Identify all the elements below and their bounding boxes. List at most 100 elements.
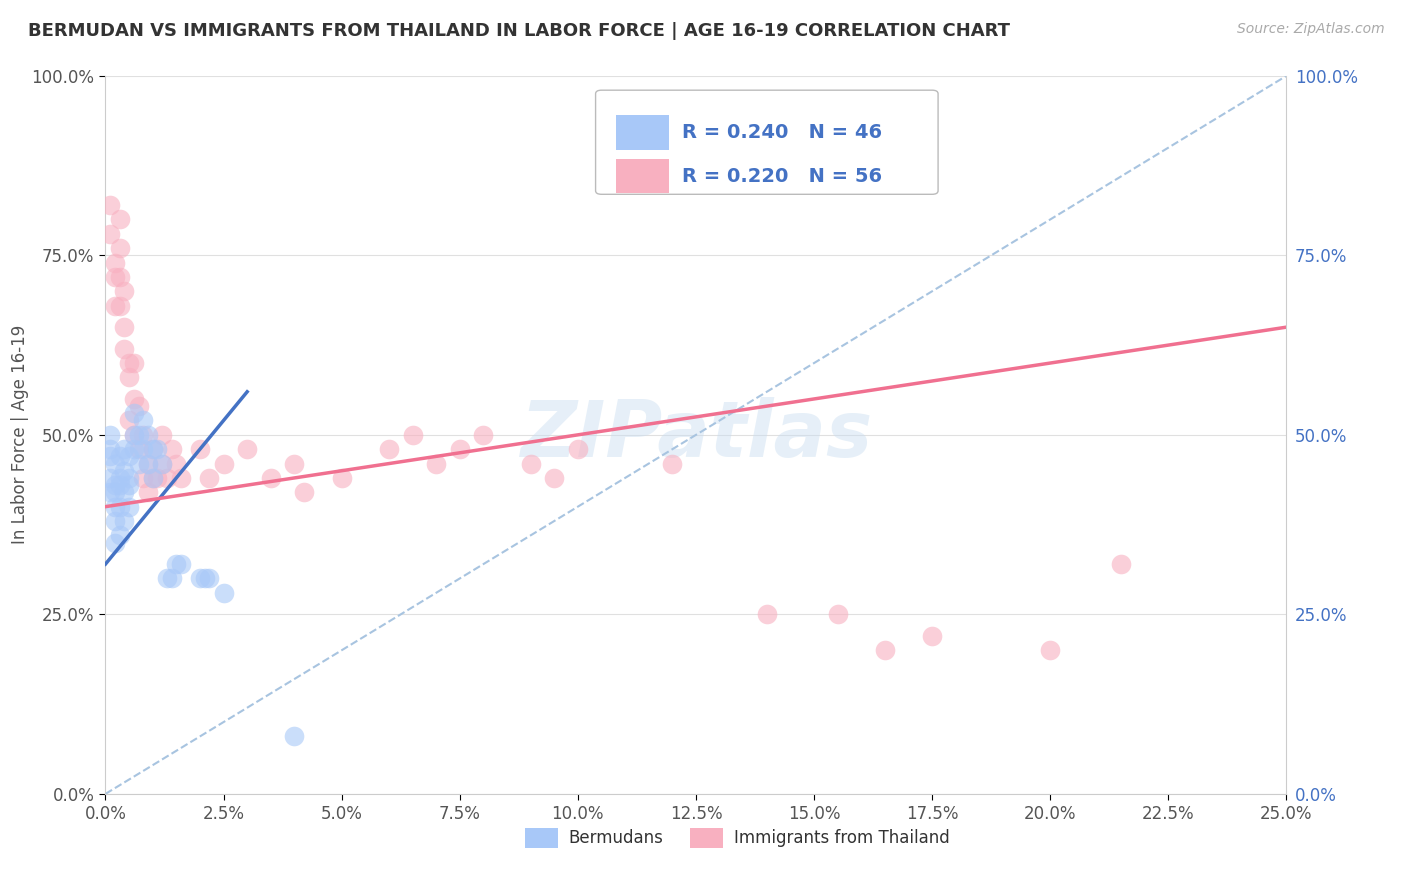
Point xyxy=(198,471,221,485)
Point xyxy=(921,629,943,643)
Point xyxy=(122,427,145,442)
Point xyxy=(150,457,173,471)
Bar xyxy=(616,115,669,150)
Point xyxy=(142,442,165,457)
Point xyxy=(160,442,183,457)
Point xyxy=(98,427,121,442)
Point xyxy=(150,427,173,442)
Point xyxy=(142,442,165,457)
Point xyxy=(104,500,127,514)
Point xyxy=(98,450,121,464)
Point xyxy=(132,442,155,457)
Point xyxy=(472,427,495,442)
Point xyxy=(132,413,155,427)
Y-axis label: In Labor Force | Age 16-19: In Labor Force | Age 16-19 xyxy=(11,326,30,544)
Point xyxy=(198,571,221,585)
Text: Immigrants from Thailand: Immigrants from Thailand xyxy=(734,829,949,847)
Point xyxy=(165,457,187,471)
Text: Bermudans: Bermudans xyxy=(568,829,664,847)
Point xyxy=(160,571,183,585)
Point xyxy=(283,457,305,471)
Point xyxy=(142,471,165,485)
Point xyxy=(519,457,541,471)
Point xyxy=(755,607,778,622)
Point xyxy=(98,471,121,485)
Text: BERMUDAN VS IMMIGRANTS FROM THAILAND IN LABOR FORCE | AGE 16-19 CORRELATION CHAR: BERMUDAN VS IMMIGRANTS FROM THAILAND IN … xyxy=(28,22,1010,40)
Point xyxy=(146,471,169,485)
Point xyxy=(170,557,193,571)
Point xyxy=(112,485,135,500)
Point xyxy=(170,471,193,485)
Point xyxy=(112,285,135,299)
Point xyxy=(128,399,150,413)
Point xyxy=(108,528,131,542)
Point xyxy=(98,227,121,241)
Point xyxy=(108,299,131,313)
Point xyxy=(150,457,173,471)
Point xyxy=(142,471,165,485)
Point xyxy=(104,485,127,500)
Point xyxy=(132,427,155,442)
Point xyxy=(136,457,159,471)
Point xyxy=(194,571,217,585)
Point xyxy=(128,442,150,457)
Point xyxy=(146,442,169,457)
Point xyxy=(567,442,589,457)
Point xyxy=(260,471,283,485)
Point xyxy=(188,442,211,457)
Point xyxy=(292,485,315,500)
Bar xyxy=(524,828,558,847)
Point xyxy=(165,557,187,571)
Text: Source: ZipAtlas.com: Source: ZipAtlas.com xyxy=(1237,22,1385,37)
Point xyxy=(108,269,131,284)
Point xyxy=(104,269,127,284)
Point xyxy=(118,471,141,485)
Point xyxy=(98,198,121,212)
Point xyxy=(98,485,121,500)
Point xyxy=(128,457,150,471)
Point xyxy=(118,356,141,370)
Point xyxy=(104,535,127,549)
Point xyxy=(108,450,131,464)
Point xyxy=(108,241,131,255)
Point xyxy=(425,457,447,471)
Bar xyxy=(616,159,669,194)
Point xyxy=(118,478,141,492)
Point xyxy=(112,320,135,334)
Point xyxy=(122,406,145,420)
Point xyxy=(1109,557,1132,571)
Point xyxy=(661,457,683,471)
Point xyxy=(104,457,127,471)
Point xyxy=(378,442,401,457)
Point xyxy=(873,643,896,657)
Point xyxy=(98,442,121,457)
Point xyxy=(401,427,423,442)
Point xyxy=(108,478,131,492)
Bar xyxy=(690,828,723,847)
Point xyxy=(122,427,145,442)
Point xyxy=(330,471,353,485)
Point xyxy=(122,442,145,457)
Point xyxy=(104,255,127,269)
Point xyxy=(449,442,471,457)
Point xyxy=(136,427,159,442)
Point xyxy=(104,478,127,492)
Point xyxy=(118,500,141,514)
Point xyxy=(156,571,179,585)
Point xyxy=(112,442,135,457)
Point xyxy=(112,464,135,478)
Point xyxy=(212,586,235,600)
Text: R = 0.240   N = 46: R = 0.240 N = 46 xyxy=(682,123,882,142)
Text: R = 0.220   N = 56: R = 0.220 N = 56 xyxy=(682,167,882,186)
Point xyxy=(156,471,179,485)
Point xyxy=(104,299,127,313)
Point xyxy=(1039,643,1062,657)
Text: ZIPatlas: ZIPatlas xyxy=(520,397,872,473)
Point xyxy=(136,485,159,500)
Point xyxy=(122,392,145,406)
Point xyxy=(128,427,150,442)
Point xyxy=(283,730,305,744)
Point xyxy=(136,457,159,471)
Point xyxy=(118,450,141,464)
Point xyxy=(108,471,131,485)
